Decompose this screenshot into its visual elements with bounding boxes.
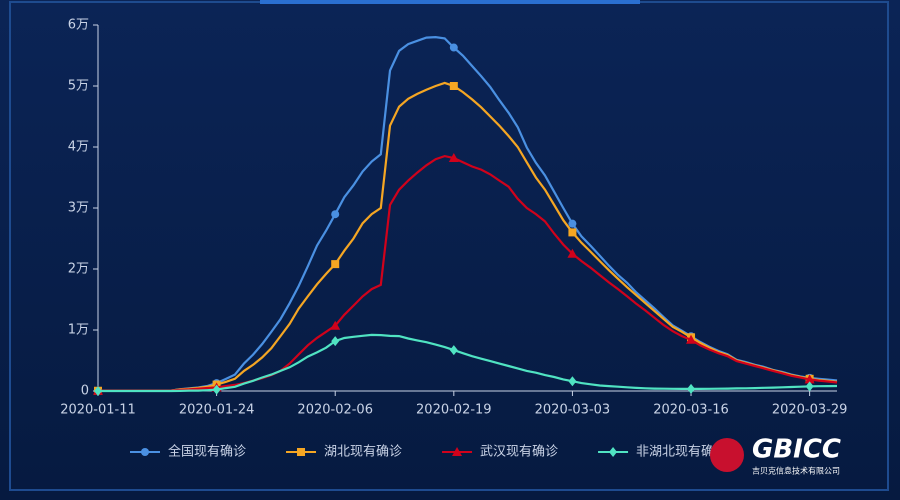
data-point — [686, 334, 697, 344]
series-line — [98, 81, 838, 392]
data-point — [568, 228, 577, 237]
series-line — [98, 154, 838, 392]
data-point — [94, 386, 102, 396]
x-tick-label: 2020-02-19 — [416, 403, 492, 418]
series-line — [98, 333, 838, 393]
x-tick-label: 2020-03-03 — [535, 403, 611, 418]
x-tick-label: 2020-01-11 — [60, 403, 136, 418]
data-point — [568, 219, 577, 228]
data-point — [687, 383, 696, 394]
y-tick-label: 0 — [81, 384, 89, 399]
legend-marker — [141, 448, 149, 456]
data-point — [331, 336, 340, 347]
logo-icon — [710, 438, 744, 472]
y-tick-label: 3万 — [68, 201, 89, 216]
data-point — [567, 248, 578, 258]
legend-label: 全国现有确诊 — [168, 444, 246, 460]
legend-marker — [297, 448, 306, 456]
logo: GBICC 吉贝克信息技术有限公司 — [710, 435, 841, 476]
frame-accent — [260, 0, 640, 4]
y-tick-label: 4万 — [68, 140, 89, 155]
data-point — [805, 381, 814, 392]
data-point — [448, 152, 459, 162]
y-tick-label: 5万 — [68, 79, 89, 94]
legend-marker — [609, 447, 618, 457]
data-point — [568, 376, 577, 387]
data-point — [449, 345, 458, 356]
data-point — [212, 384, 221, 395]
y-tick-label: 6万 — [68, 18, 89, 33]
data-point — [449, 82, 458, 90]
logo-text: GBICC — [752, 435, 841, 465]
data-point — [804, 374, 815, 384]
logo-subtitle: 吉贝克信息技术有限公司 — [752, 466, 840, 476]
x-tick-label: 2020-03-16 — [653, 403, 729, 418]
data-point — [330, 320, 341, 330]
data-point — [331, 260, 340, 269]
x-tick-label: 2020-02-06 — [297, 403, 373, 418]
x-tick-label: 2020-01-24 — [179, 403, 255, 418]
legend-marker — [452, 447, 463, 456]
data-point — [331, 210, 340, 219]
legend-label: 武汉现有确诊 — [480, 445, 558, 460]
legend-label: 湖北现有确诊 — [324, 445, 402, 460]
y-tick-label: 1万 — [68, 323, 89, 338]
y-tick-label: 2万 — [68, 262, 89, 277]
legend-label: 非湖北现有确诊 — [636, 445, 727, 460]
x-tick-label: 2020-03-29 — [772, 403, 848, 418]
data-point — [449, 43, 458, 52]
